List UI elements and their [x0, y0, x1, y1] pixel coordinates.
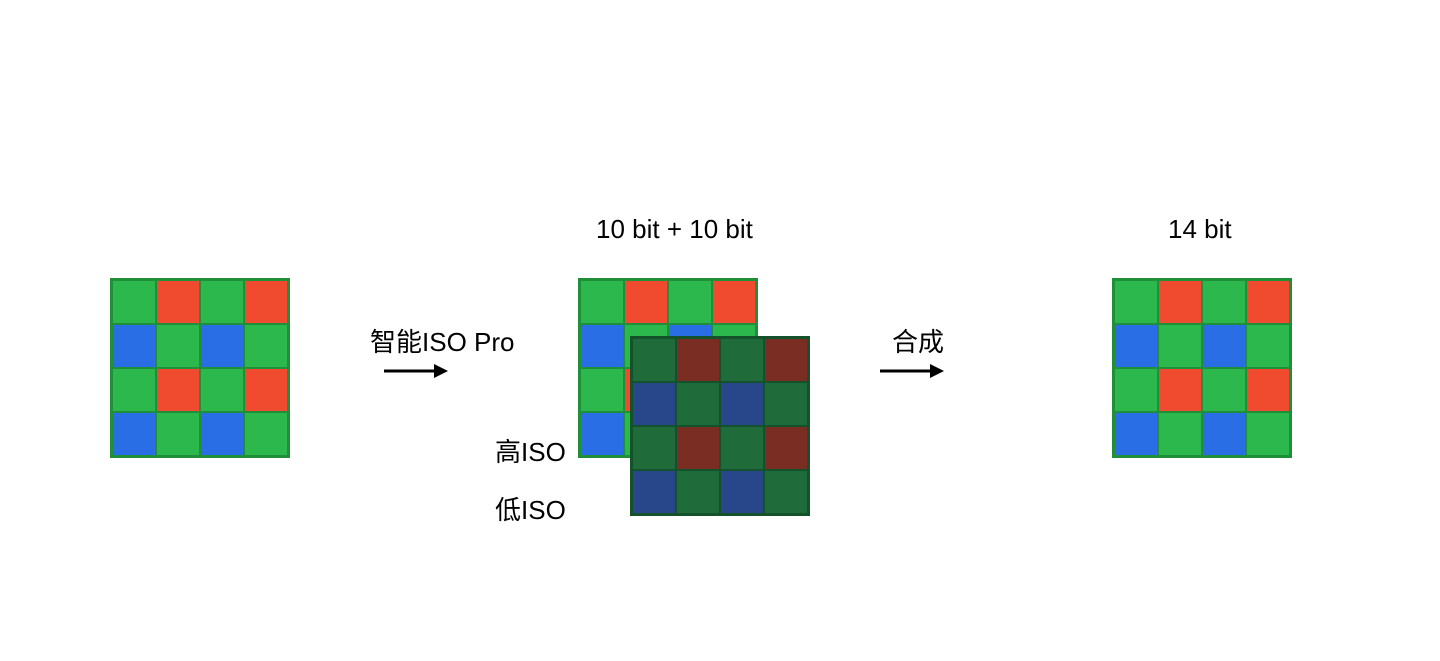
pixel-cell	[1203, 325, 1245, 367]
pixel-cell	[765, 339, 807, 381]
sensor-grid-low-iso	[630, 336, 810, 516]
pixel-cell	[765, 383, 807, 425]
pixel-cell	[721, 383, 763, 425]
pixel-cell	[113, 413, 155, 455]
pixel-cell	[1247, 281, 1289, 323]
arrow-line	[880, 370, 930, 373]
sensor-grid-input	[110, 278, 290, 458]
pixel-cell	[713, 281, 755, 323]
pixel-cell	[201, 413, 243, 455]
pixel-cell	[157, 281, 199, 323]
pixel-cell	[245, 369, 287, 411]
pixel-cell	[1247, 413, 1289, 455]
pixel-cell	[581, 281, 623, 323]
pixel-cell	[201, 325, 243, 367]
pixel-cell	[1115, 325, 1157, 367]
pixel-cell	[765, 471, 807, 513]
pixel-cell	[581, 369, 623, 411]
pixel-cell	[201, 281, 243, 323]
pixel-cell	[721, 339, 763, 381]
pixel-cell	[201, 369, 243, 411]
pixel-cell	[113, 369, 155, 411]
pixel-cell	[625, 281, 667, 323]
pixel-cell	[1115, 413, 1157, 455]
pixel-cell	[245, 325, 287, 367]
pixel-cell	[721, 471, 763, 513]
pixel-cell	[581, 413, 623, 455]
pixel-cell	[677, 383, 719, 425]
pixel-cell	[245, 413, 287, 455]
arrow1-label: 智能ISO Pro	[370, 322, 514, 359]
pixel-cell	[113, 281, 155, 323]
arrow-head-icon	[434, 364, 448, 378]
pixel-cell	[633, 427, 675, 469]
pixel-cell	[113, 325, 155, 367]
pixel-cell	[677, 427, 719, 469]
pixel-cell	[1203, 413, 1245, 455]
pixel-cell	[633, 383, 675, 425]
pixel-cell	[677, 471, 719, 513]
pixel-cell	[1247, 369, 1289, 411]
high-iso-label: 高ISO	[495, 432, 566, 469]
pixel-cell	[157, 325, 199, 367]
sensor-grid-output	[1112, 278, 1292, 458]
pixel-cell	[1115, 281, 1157, 323]
arrow-head-icon	[930, 364, 944, 378]
pixel-cell	[669, 281, 711, 323]
middle-title: 10 bit + 10 bit	[596, 214, 753, 245]
pixel-cell	[157, 413, 199, 455]
pixel-cell	[633, 339, 675, 381]
pixel-cell	[1159, 325, 1201, 367]
pixel-cell	[1159, 281, 1201, 323]
right-title: 14 bit	[1168, 214, 1232, 245]
arrow-line	[384, 370, 434, 373]
pixel-cell	[765, 427, 807, 469]
pixel-cell	[1159, 413, 1201, 455]
arrow2-label: 合成	[892, 322, 944, 359]
pixel-cell	[1247, 325, 1289, 367]
diagram-stage: 智能ISO Pro 10 bit + 10 bit 高ISO 低ISO 合成 1…	[0, 230, 1440, 570]
pixel-cell	[677, 339, 719, 381]
pixel-cell	[581, 325, 623, 367]
pixel-cell	[245, 281, 287, 323]
arrow-icon	[384, 364, 446, 378]
pixel-cell	[633, 471, 675, 513]
pixel-cell	[1203, 281, 1245, 323]
low-iso-label: 低ISO	[495, 490, 566, 527]
pixel-cell	[157, 369, 199, 411]
pixel-cell	[1159, 369, 1201, 411]
pixel-cell	[1203, 369, 1245, 411]
pixel-cell	[1115, 369, 1157, 411]
pixel-cell	[721, 427, 763, 469]
arrow-icon	[880, 364, 942, 378]
